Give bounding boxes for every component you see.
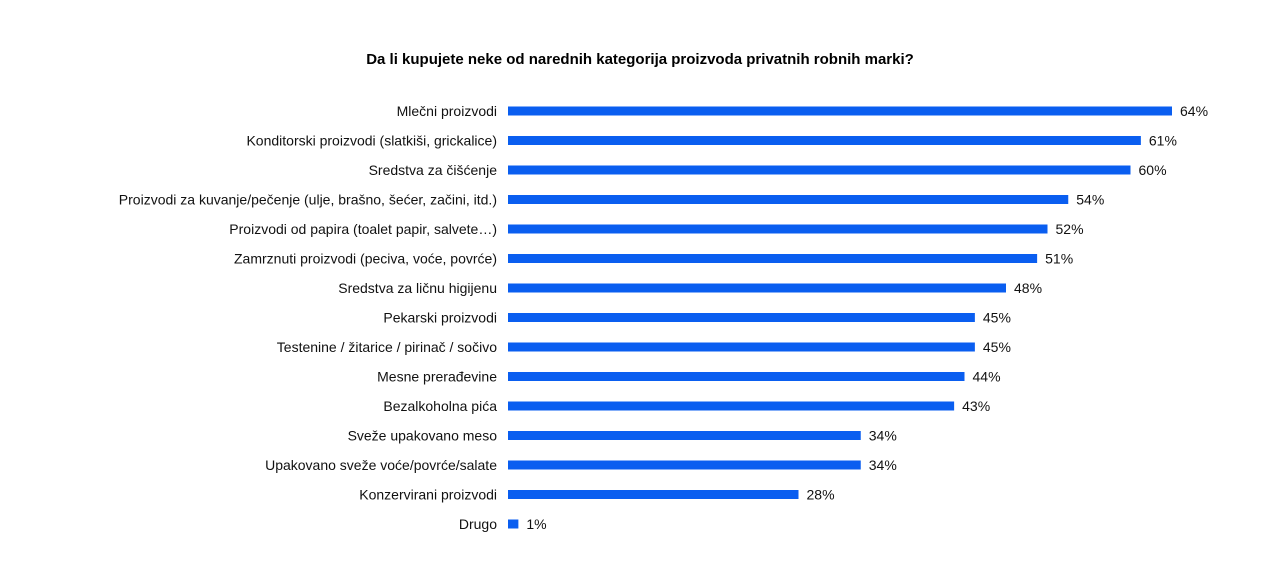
value-label: 61% [1149, 133, 1177, 149]
value-label: 34% [869, 428, 897, 444]
bar [508, 372, 965, 381]
category-label: Bezalkoholna pića [383, 398, 497, 414]
category-label: Konditorski proizvodi (slatkiši, grickal… [246, 133, 497, 149]
bar [508, 136, 1141, 145]
value-label: 45% [983, 339, 1011, 355]
bar [508, 224, 1048, 234]
value-label: 34% [869, 457, 897, 473]
category-label: Drugo [459, 516, 497, 532]
category-label: Mesne prerađevine [377, 369, 497, 385]
bar [508, 195, 1069, 204]
category-label: Mlečni proizvodi [397, 103, 497, 119]
value-label: 43% [962, 398, 990, 414]
value-label: 51% [1045, 251, 1073, 267]
category-label: Pekarski proizvodi [383, 310, 497, 326]
value-label: 28% [807, 487, 835, 503]
value-label: 48% [1014, 280, 1042, 296]
category-label: Sredstva za ličnu higijenu [338, 280, 497, 296]
chart-title: Da li kupujete neke od narednih kategori… [366, 51, 914, 68]
category-label: Sveže upakovano meso [348, 428, 498, 444]
value-label: 1% [526, 516, 546, 532]
bar [508, 342, 975, 352]
category-label: Zamrznuti proizvodi (peciva, voće, povrć… [234, 251, 497, 267]
category-label: Sredstva za čišćenje [369, 162, 498, 178]
bar [508, 401, 955, 411]
value-label: 52% [1056, 221, 1084, 237]
category-label: Konzervirani proizvodi [359, 487, 497, 503]
bar [508, 313, 975, 322]
bar [508, 431, 861, 440]
bar [508, 106, 1172, 116]
bar [508, 283, 1006, 293]
bar [508, 254, 1038, 263]
value-label: 64% [1180, 103, 1208, 119]
category-label: Proizvodi za kuvanje/pečenje (ulje, braš… [119, 192, 497, 208]
bar [508, 165, 1131, 175]
value-label: 45% [983, 310, 1011, 326]
bar [508, 460, 861, 470]
bar [508, 519, 519, 529]
value-label: 44% [973, 369, 1001, 385]
plot-area: Mlečni proizvodi 64% Konditorski proizvodi… [119, 103, 1208, 532]
category-label: Upakovano sveže voće/povrće/salate [265, 457, 497, 473]
category-label: Testenine / žitarice / pirinač / sočivo [277, 339, 497, 355]
value-label: 54% [1076, 192, 1104, 208]
category-label: Proizvodi od papira (toalet papir, salve… [229, 221, 497, 237]
bar [508, 490, 799, 499]
value-label: 60% [1139, 162, 1167, 178]
